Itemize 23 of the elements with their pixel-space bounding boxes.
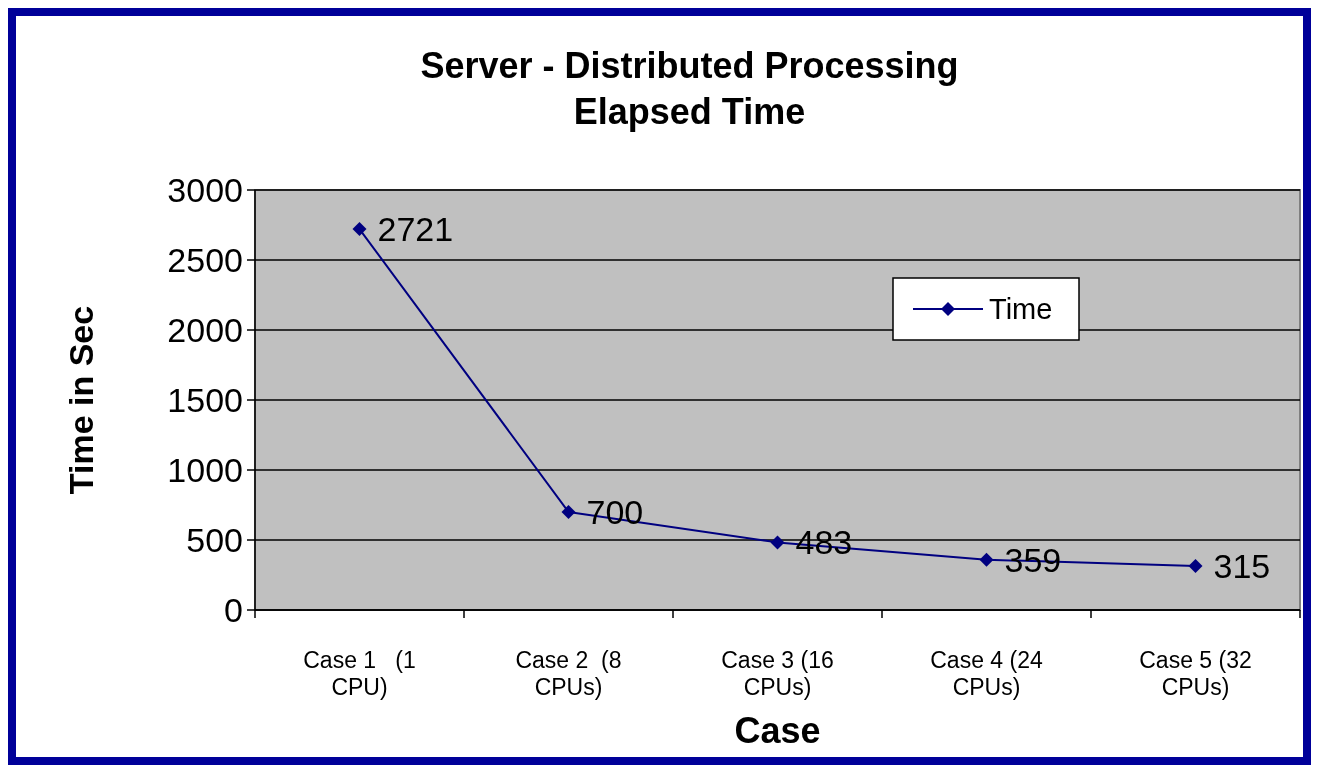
y-tick-label: 2500 [167,240,243,279]
point [979,552,994,567]
y-tick-label: 2000 [167,310,243,349]
point [352,222,367,237]
y-tick-label: 0 [224,590,243,629]
point [1188,558,1203,573]
point [561,505,576,519]
x-tick-label: Case 2 (8 CPUs) [515,647,622,700]
data-label: 315 [1213,546,1271,585]
legend-label: Time [989,293,1053,326]
y-tick-label: 500 [186,520,243,559]
x-axis-title: Case [734,710,821,751]
y-tick-label: 1000 [167,450,243,489]
y-tick-label: 3000 [167,170,243,209]
y-tick-label: 1500 [167,380,243,419]
chart-title: Server - Distributed Processing Elapsed Time [420,45,959,132]
x-tick-label: Case 4 (24 CPUs) [930,647,1043,700]
x-tick-label: Case 1 (1 CPU) [303,647,416,700]
data-label: 2721 [377,210,454,249]
x-tick-label: Case 3 (16 CPUs) [721,647,834,700]
y-axis-title: Time in Sec [62,305,100,495]
x-tick-label: Case 5 (32 CPUs) [1139,647,1252,700]
point [770,535,785,550]
